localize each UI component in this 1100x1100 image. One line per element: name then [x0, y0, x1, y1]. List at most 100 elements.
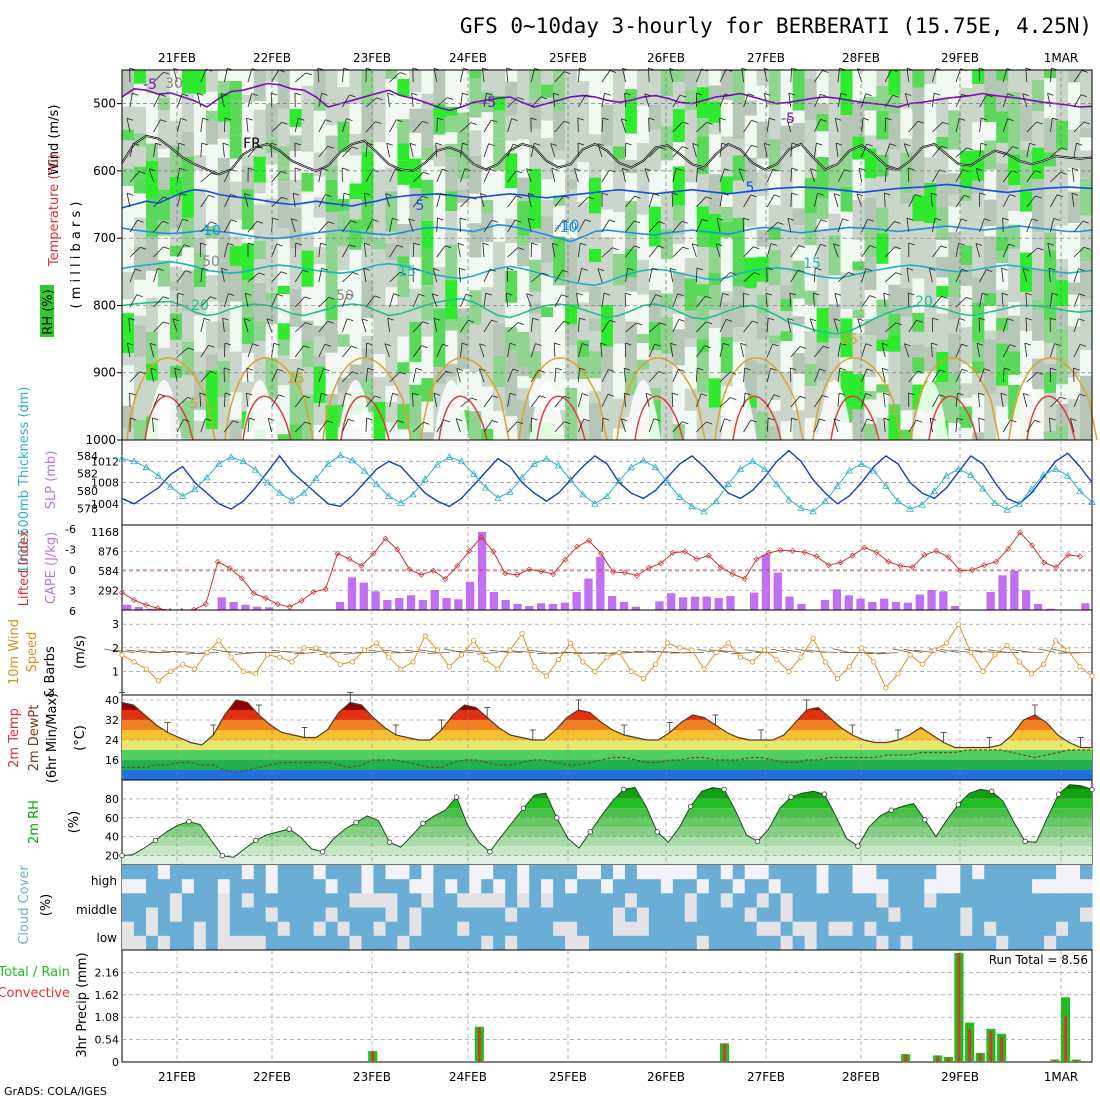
- cloud-cell: [373, 921, 386, 937]
- ylabel-t2-1: 2m Temp: [7, 708, 22, 768]
- cloud-cell: [936, 865, 949, 880]
- cape-bar: [986, 592, 995, 610]
- wind-barb-flag: [551, 167, 558, 171]
- wind-barb-flag: [564, 71, 571, 74]
- wind-barb-flag: [961, 218, 968, 222]
- li-marker: [909, 564, 916, 571]
- cloud-cell: [780, 935, 794, 951]
- wind-barb-flag: [488, 143, 495, 147]
- rh-cell: [253, 341, 267, 366]
- rh-cell: [301, 191, 315, 232]
- isotherm-25: [714, 357, 804, 441]
- wind-barb: [530, 143, 535, 158]
- li-marker: [538, 568, 545, 575]
- cloud-cell: [948, 907, 961, 923]
- wind-marker: [446, 664, 452, 670]
- rh-cell: [253, 204, 267, 218]
- rh-cell: [577, 122, 590, 163]
- isotherm-25: [420, 357, 510, 441]
- rh-marker: [687, 803, 694, 810]
- rh-cell: [253, 109, 267, 122]
- wind-barb-flag: [1007, 318, 1014, 321]
- wind-barb: [743, 145, 752, 158]
- wind-barb-flag: [810, 168, 817, 171]
- rh-cell: [229, 376, 243, 393]
- wind-barb: [290, 218, 296, 233]
- wind-barb-flag: [883, 417, 890, 421]
- wind-barb: [578, 219, 586, 233]
- rh-cell: [481, 398, 494, 411]
- wind-barb: [271, 343, 275, 358]
- rh-cell: [193, 124, 207, 156]
- rh-cell: [744, 226, 758, 258]
- rh-cell: [960, 364, 973, 384]
- wind-barb: [814, 395, 823, 408]
- rh-cell: [553, 299, 566, 335]
- rh-cell: [840, 309, 854, 319]
- rh-cell: [684, 221, 698, 258]
- wind-barb: [294, 322, 306, 333]
- wind-barb: [669, 268, 674, 283]
- wind-barb: [129, 143, 134, 158]
- cloud-cell: [936, 935, 949, 951]
- wind-barb: [1073, 367, 1075, 383]
- wind-marker: [155, 678, 161, 684]
- wind-barb: [884, 246, 896, 258]
- rh-cell: [936, 240, 949, 257]
- rh-cell: [373, 425, 387, 440]
- wind-barb-flag: [160, 119, 167, 123]
- wind-barb-flag: [470, 196, 477, 200]
- wind-barb: [460, 168, 466, 183]
- rh-cell: [229, 419, 243, 440]
- rh-cell: [493, 323, 506, 356]
- rh-cell: [1008, 211, 1021, 225]
- rh-cell: [277, 294, 291, 324]
- cloud-cell: [1068, 879, 1081, 894]
- rh-cell: [840, 106, 854, 116]
- rh-cell: [780, 141, 794, 151]
- rh-cell: [708, 101, 722, 123]
- rh-cell: [577, 340, 590, 358]
- wind-tick: 1: [112, 665, 119, 678]
- wind-barb-flag: [509, 342, 517, 346]
- wind-barb-flag: [291, 218, 298, 221]
- wind-barb-flag: [139, 171, 146, 174]
- rh-cell: [864, 110, 878, 136]
- rh-cell: [397, 70, 410, 79]
- rh-cell: [373, 206, 387, 239]
- wind-barb: [1002, 318, 1008, 333]
- wind-barb-flag: [532, 317, 539, 321]
- cloud-cell: [876, 865, 889, 880]
- wind-barb: [1026, 121, 1037, 133]
- cloud-cell: [253, 907, 267, 923]
- wind-barb-flag: [697, 367, 704, 371]
- wind-barb-flag: [930, 417, 937, 421]
- wind-barb-flag: [224, 392, 232, 396]
- cloud-cell: [181, 921, 195, 937]
- rh-cell: [325, 320, 339, 353]
- wind-barb: [128, 318, 131, 333]
- cloud-cell: [960, 879, 973, 894]
- wind-barb: [483, 220, 493, 233]
- cloud-cell: [708, 865, 722, 880]
- surface-barb: [697, 649, 717, 653]
- rh-cell: [433, 267, 446, 309]
- cloud-cell: [301, 921, 315, 937]
- cape-bar: [608, 596, 617, 610]
- wind-barb: [884, 221, 895, 233]
- freezing-line-core: [121, 135, 1093, 175]
- wind-barb: [479, 343, 485, 358]
- rh-cell: [349, 249, 363, 266]
- rh-cell: [792, 373, 806, 411]
- wind-barb-flag: [178, 142, 185, 146]
- cloud-cell: [457, 907, 470, 923]
- cloud-cell: [134, 879, 147, 894]
- rh-cell: [625, 248, 638, 278]
- wind-barb: [861, 343, 867, 358]
- wind-barb-flag: [961, 343, 968, 347]
- cloud-cell: [589, 921, 602, 937]
- wind-barb: [790, 142, 793, 158]
- rh-cell: [1020, 252, 1033, 293]
- wind-barb-flag: [882, 367, 889, 371]
- wind-barb-flag: [1007, 93, 1014, 97]
